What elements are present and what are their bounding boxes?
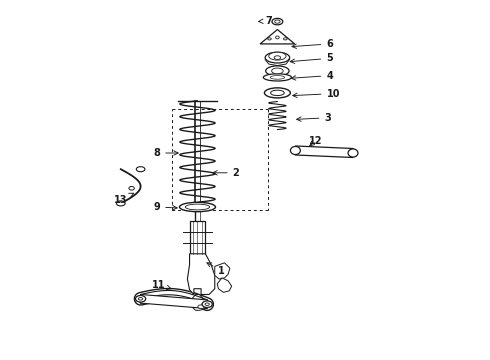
Ellipse shape: [263, 74, 292, 81]
Ellipse shape: [275, 36, 279, 39]
Text: 5: 5: [290, 53, 333, 63]
Text: 2: 2: [213, 168, 240, 178]
Polygon shape: [260, 30, 294, 44]
Ellipse shape: [205, 303, 209, 305]
Ellipse shape: [270, 90, 284, 95]
Ellipse shape: [348, 149, 358, 157]
Ellipse shape: [272, 18, 283, 25]
Ellipse shape: [202, 301, 212, 307]
Text: 13: 13: [114, 193, 134, 205]
Ellipse shape: [129, 186, 134, 190]
Ellipse shape: [275, 20, 280, 23]
Text: 3: 3: [296, 113, 331, 123]
Ellipse shape: [268, 38, 271, 40]
Ellipse shape: [265, 52, 290, 63]
Ellipse shape: [139, 297, 143, 300]
Text: 9: 9: [153, 202, 177, 212]
Ellipse shape: [270, 76, 285, 79]
Ellipse shape: [117, 201, 125, 206]
Ellipse shape: [179, 202, 216, 212]
Polygon shape: [295, 146, 353, 157]
Ellipse shape: [291, 147, 300, 154]
Polygon shape: [217, 278, 232, 292]
Ellipse shape: [202, 301, 212, 307]
Ellipse shape: [269, 52, 286, 60]
Ellipse shape: [136, 167, 145, 172]
Ellipse shape: [271, 68, 283, 74]
Text: 4: 4: [291, 71, 333, 81]
Ellipse shape: [198, 305, 204, 309]
Text: 7: 7: [259, 16, 272, 26]
Text: 8: 8: [153, 148, 178, 158]
FancyBboxPatch shape: [190, 221, 205, 254]
Text: 10: 10: [293, 89, 340, 99]
Text: 12: 12: [308, 136, 322, 146]
Polygon shape: [190, 294, 208, 310]
Ellipse shape: [266, 66, 289, 76]
Text: 6: 6: [292, 39, 333, 49]
Ellipse shape: [136, 296, 146, 302]
Polygon shape: [187, 254, 215, 294]
Ellipse shape: [274, 56, 281, 59]
Polygon shape: [140, 294, 208, 309]
Ellipse shape: [284, 38, 287, 40]
Text: 1: 1: [207, 263, 225, 276]
Ellipse shape: [265, 88, 291, 98]
Polygon shape: [215, 263, 230, 279]
Ellipse shape: [136, 296, 146, 302]
Text: 11: 11: [152, 280, 171, 290]
Ellipse shape: [185, 204, 210, 210]
